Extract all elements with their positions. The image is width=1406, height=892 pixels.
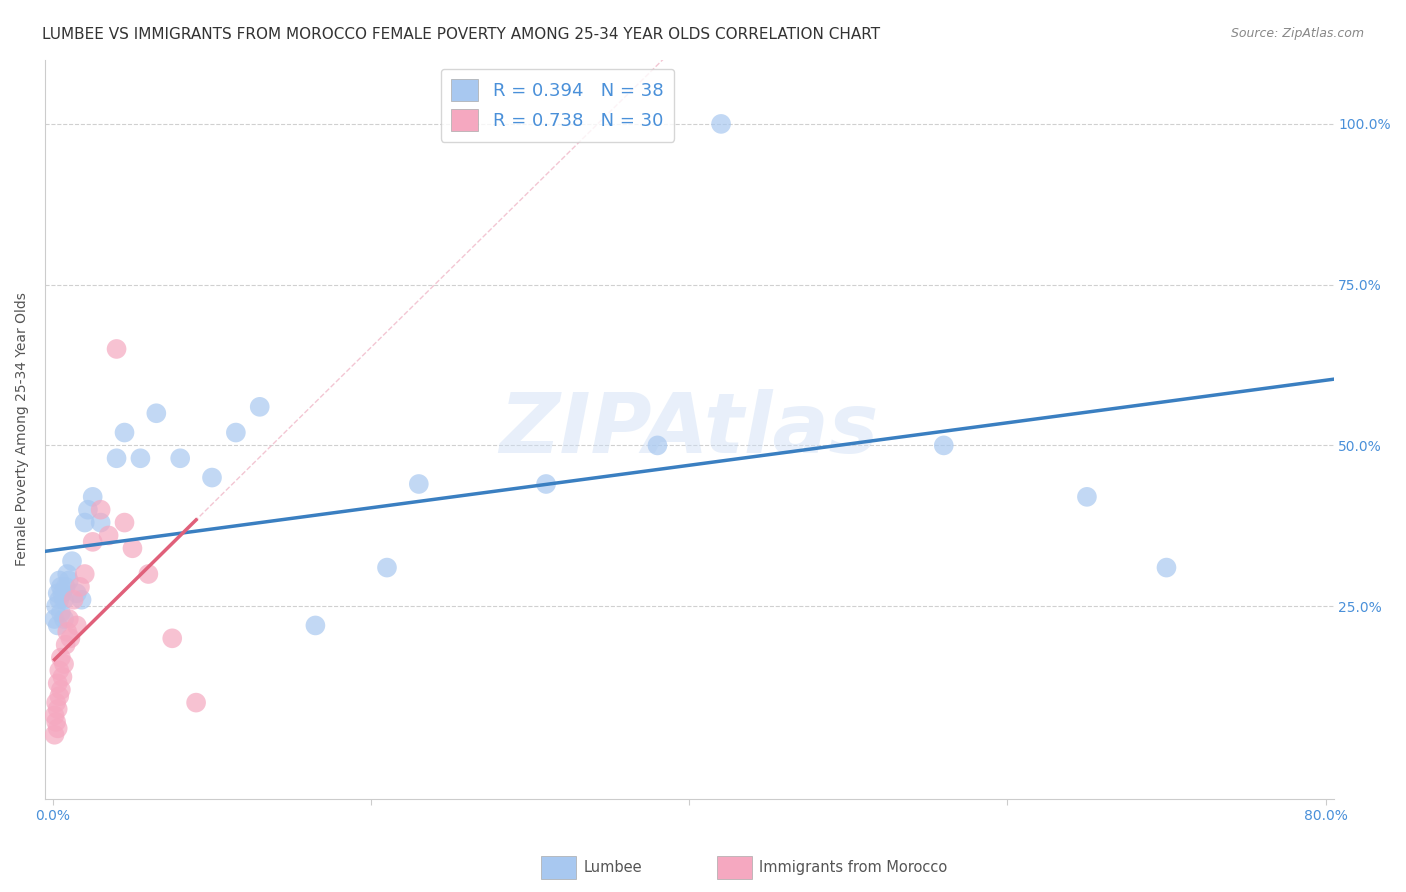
Point: [121, 541, 143, 556]
Point: [162, 632, 184, 646]
Point: [44, 708, 66, 723]
Point: [62, 592, 84, 607]
Point: [48, 592, 70, 607]
Point: [45, 696, 67, 710]
Point: [55, 638, 77, 652]
Point: [45, 714, 67, 729]
Point: [114, 516, 136, 530]
Point: [48, 689, 70, 703]
Legend: R = 0.394   N = 38, R = 0.738   N = 30: R = 0.394 N = 38, R = 0.738 N = 30: [440, 69, 675, 142]
Point: [647, 438, 669, 452]
Point: [49, 682, 72, 697]
Point: [58, 574, 80, 588]
Point: [201, 470, 224, 484]
Point: [82, 490, 104, 504]
Point: [45, 599, 67, 614]
Point: [49, 580, 72, 594]
Point: [169, 451, 191, 466]
Point: [90, 516, 112, 530]
Text: Immigrants from Morocco: Immigrants from Morocco: [759, 861, 948, 875]
Text: ZIPAtlas: ZIPAtlas: [499, 389, 879, 470]
Point: [46, 702, 69, 716]
Point: [49, 650, 72, 665]
Point: [932, 438, 955, 452]
Point: [66, 586, 89, 600]
Point: [145, 406, 167, 420]
Point: [249, 400, 271, 414]
Point: [48, 664, 70, 678]
Point: [138, 567, 160, 582]
Point: [56, 567, 79, 582]
Point: [97, 528, 120, 542]
Text: Source: ZipAtlas.com: Source: ZipAtlas.com: [1230, 27, 1364, 40]
Point: [70, 592, 93, 607]
Point: [304, 618, 326, 632]
Point: [1156, 560, 1178, 574]
Point: [77, 502, 100, 516]
Point: [46, 586, 69, 600]
Point: [48, 574, 70, 588]
Point: [225, 425, 247, 440]
Point: [69, 580, 91, 594]
Point: [58, 612, 80, 626]
Point: [53, 657, 76, 671]
Point: [53, 612, 76, 626]
Point: [114, 425, 136, 440]
Point: [66, 618, 89, 632]
Point: [44, 728, 66, 742]
Point: [46, 722, 69, 736]
Point: [59, 632, 82, 646]
Point: [534, 477, 557, 491]
Point: [73, 567, 96, 582]
Point: [1076, 490, 1098, 504]
Point: [46, 676, 69, 690]
Point: [105, 342, 128, 356]
Point: [53, 592, 76, 607]
Text: Lumbee: Lumbee: [583, 861, 643, 875]
Point: [44, 612, 66, 626]
Point: [105, 451, 128, 466]
Point: [51, 670, 73, 684]
Point: [90, 502, 112, 516]
Point: [82, 534, 104, 549]
Point: [46, 618, 69, 632]
Point: [73, 516, 96, 530]
Text: LUMBEE VS IMMIGRANTS FROM MOROCCO FEMALE POVERTY AMONG 25-34 YEAR OLDS CORRELATI: LUMBEE VS IMMIGRANTS FROM MOROCCO FEMALE…: [42, 27, 880, 42]
Y-axis label: Female Poverty Among 25-34 Year Olds: Female Poverty Among 25-34 Year Olds: [15, 293, 30, 566]
Point: [408, 477, 430, 491]
Point: [55, 580, 77, 594]
Point: [710, 117, 733, 131]
Point: [56, 624, 79, 639]
Point: [129, 451, 152, 466]
Point: [60, 554, 83, 568]
Point: [375, 560, 398, 574]
Point: [184, 696, 207, 710]
Point: [49, 606, 72, 620]
Point: [51, 586, 73, 600]
